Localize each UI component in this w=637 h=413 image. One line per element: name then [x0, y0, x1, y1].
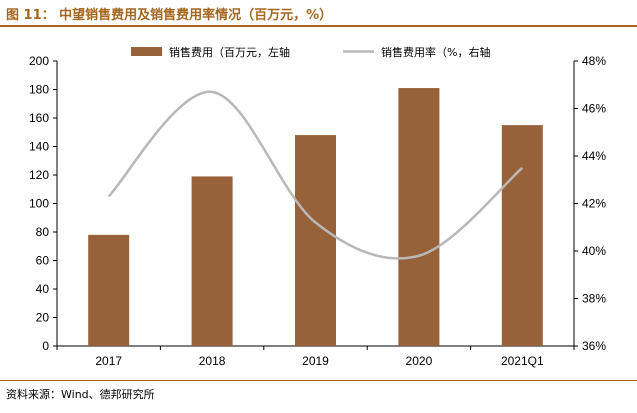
title-rule	[0, 25, 637, 27]
right-tick-label: 48%	[582, 54, 606, 68]
left-tick-label: 100	[29, 197, 49, 211]
legend: 销售费用（百万元，左轴 销售费用率（%，右轴	[131, 45, 490, 59]
left-tick-label: 120	[29, 168, 49, 182]
bottom-rule	[0, 380, 637, 381]
left-tick-label: 160	[29, 111, 49, 125]
tick-labels: 0 20 40 60 80 100 120 140 160 180 200 36% 38% 40% 42% 4…	[29, 54, 606, 368]
left-tick-label: 0	[42, 339, 49, 353]
left-tick-label: 140	[29, 140, 49, 154]
right-tick-label: 40%	[582, 244, 606, 258]
x-tick-label: 2019	[302, 354, 329, 368]
rate-line-path	[107, 90, 524, 260]
bars	[88, 88, 543, 346]
x-tick-label: 2020	[406, 354, 433, 368]
left-tick-label: 200	[29, 54, 49, 68]
right-tick-label: 44%	[582, 149, 606, 163]
left-tick-label: 180	[29, 83, 49, 97]
figure-title: 图 11： 中望销售费用及销售费用率情况（百万元，%）	[6, 8, 333, 23]
bar	[501, 125, 543, 346]
left-tick-label: 20	[36, 311, 50, 325]
right-tick-label: 46%	[582, 102, 606, 116]
x-tick-label: 2018	[199, 354, 226, 368]
bar	[88, 234, 130, 346]
left-tick-label: 80	[36, 225, 50, 239]
x-tick-label: 2017	[95, 354, 122, 368]
legend-bar-swatch	[131, 47, 162, 56]
legend-line-label: 销售费用率（%，右轴	[381, 45, 490, 59]
legend-bar-label: 销售费用（百万元，左轴	[169, 45, 290, 59]
bar	[295, 135, 336, 346]
rate-line	[107, 90, 524, 260]
right-tick-label: 42%	[582, 197, 606, 211]
bar	[191, 176, 233, 346]
right-tick-label: 38%	[582, 292, 606, 306]
bar	[398, 88, 440, 346]
x-tick-label: 2021Q1	[501, 354, 544, 368]
left-tick-label: 60	[36, 254, 50, 268]
right-tick-label: 36%	[582, 339, 606, 353]
left-tick-label: 40	[36, 282, 50, 296]
source-note: 资料来源：Wind、德邦研究所	[6, 388, 155, 401]
